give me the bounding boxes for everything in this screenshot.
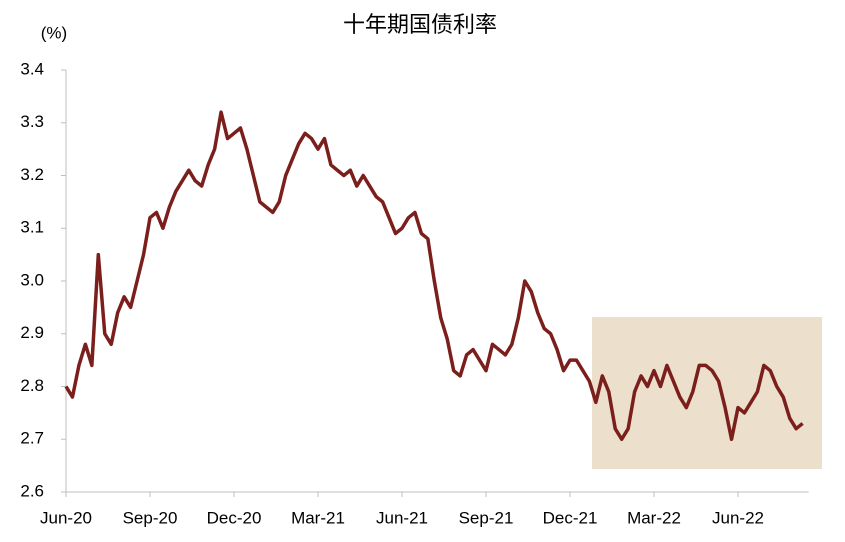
highlight-box	[592, 317, 822, 469]
y-tick-label: 2.9	[20, 323, 44, 342]
y-tick-label: 3.4	[20, 59, 44, 78]
y-tick-label: 2.7	[20, 429, 44, 448]
x-tick-label: Dec-20	[207, 508, 262, 527]
y-axis-label: (%)	[41, 23, 67, 42]
x-tick-label: Jun-22	[712, 508, 764, 527]
x-tick-label: Mar-21	[291, 508, 345, 527]
x-tick-label: Sep-21	[459, 508, 514, 527]
line	[64, 110, 804, 441]
x-tick-label: Jun-20	[40, 508, 92, 527]
y-tick-label: 3.0	[20, 270, 44, 289]
y-tick-label: 3.1	[20, 218, 44, 237]
chart-title: 十年期国债利率	[343, 12, 497, 37]
y-tick-label: 3.2	[20, 165, 44, 184]
x-tick-label: Mar-22	[627, 508, 681, 527]
y-tick-label: 2.8	[20, 376, 44, 395]
x-tick-label: Dec-21	[543, 508, 598, 527]
y-tick-label: 2.6	[20, 481, 44, 500]
y-tick-label: 3.3	[20, 112, 44, 131]
x-tick-label: Jun-21	[376, 508, 428, 527]
x-tick-label: Sep-20	[123, 508, 178, 527]
